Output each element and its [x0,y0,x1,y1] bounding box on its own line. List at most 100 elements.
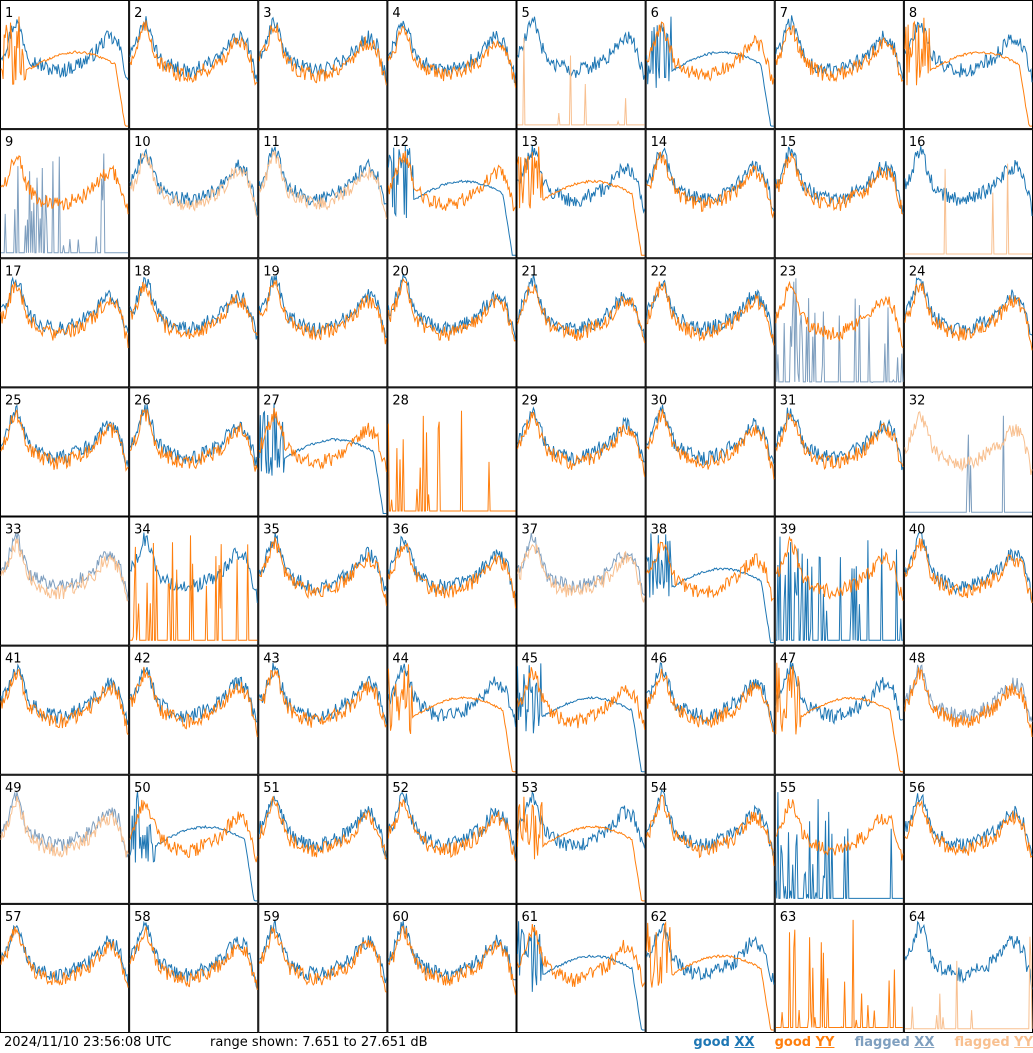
panel-frame [774,387,904,517]
panel-frame [0,516,130,646]
panel-label: 63 [780,910,797,925]
series-xx-good [129,532,258,603]
panel-label: 27 [263,393,280,408]
panel-label: 24 [909,264,926,279]
panel-label: 1 [5,6,13,21]
panel-label: 12 [392,135,409,150]
panel-1: 1 [0,0,130,130]
panel-frame [645,645,775,775]
panel-label: 56 [909,781,926,796]
panel-frame [645,0,775,130]
panel-label: 60 [392,910,409,925]
panel-label: 32 [909,393,926,408]
panel-22: 22 [645,258,775,388]
series-yy-good [904,17,1032,127]
panel-label: 42 [134,652,151,667]
series-yy-good [0,155,129,215]
panel-label: 48 [909,652,926,667]
series-yy-good [258,407,387,472]
panel-52: 52 [387,774,517,904]
panel-frame [903,774,1033,904]
panel-label: 29 [522,393,539,408]
series-xx-good [517,790,646,852]
panel-58: 58 [129,903,259,1033]
panel-label: 40 [909,523,926,538]
panel-36: 36 [387,516,517,646]
panel-27: 27 [258,387,388,517]
panel-55: 55 [774,774,904,904]
series-xx-good [129,791,258,902]
panel-60: 60 [387,903,517,1033]
series-xx-flagged [904,415,1032,513]
panel-frame [258,516,388,646]
series-yy-good [775,662,903,773]
panel-label: 25 [5,393,22,408]
series-yy-good [387,798,516,862]
panel-29: 29 [516,387,646,517]
panel-7: 7 [774,0,904,130]
panel-label: 16 [909,135,926,150]
panel-label: 4 [392,6,400,21]
series-xx-flagged [1,153,129,254]
panel-20: 20 [387,258,517,388]
panel-frame [387,903,517,1033]
panel-21: 21 [516,258,646,388]
panel-label: 36 [392,523,409,538]
footer: 2024/11/10 23:56:08 UTC range shown: 7.6… [0,1033,1033,1053]
series-yy-good [904,538,1033,604]
series-xx-good [387,663,516,727]
series-yy-good [130,535,258,641]
series-xx-good [646,922,775,985]
series-yy-good [387,150,516,212]
panel-frame [387,0,517,130]
series-yy-good [387,410,516,512]
panel-frame [774,903,904,1033]
series-xx-good [387,145,516,256]
panel-label: 18 [134,264,151,279]
panel-frame [645,774,775,904]
panel-39: 39 [774,516,904,646]
series-xx-good [646,279,775,346]
panel-8: 8 [903,0,1033,130]
series-yy-flagged [129,152,258,217]
series-xx-good [258,533,387,595]
panel-16: 16 [903,129,1033,259]
legend-flagged-yy: flagged YY [954,1035,1033,1050]
panel-19: 19 [258,258,388,388]
series-yy-good [904,282,1033,351]
panel-9: 9 [0,129,130,259]
series-yy-good [129,20,258,86]
panel-label: 64 [909,910,926,925]
series-yy-good [646,920,774,1031]
series-xx-flagged [775,278,904,383]
series-yy-good [0,926,129,988]
series-yy-good [904,667,1033,738]
panel-label: 9 [5,135,13,150]
series-xx-good [775,792,903,899]
panel-frame [129,645,259,775]
series-yy-good [0,669,129,735]
panel-label: 8 [909,6,917,21]
series-yy-good [0,281,129,349]
series-yy-flagged [904,410,1033,475]
panel-40: 40 [903,516,1033,646]
series-yy-flagged [0,538,129,602]
series-xx-flagged [904,664,1033,724]
panel-54: 54 [645,774,775,904]
panel-frame [258,645,388,775]
panel-frame [0,645,130,775]
panel-14: 14 [645,129,775,259]
panel-18: 18 [129,258,259,388]
panel-label: 52 [392,781,409,796]
panel-frame [0,258,130,388]
series-yy-good [258,24,387,86]
legend: good XX good YY flagged XX flagged YY [677,1033,1033,1053]
series-yy-good [517,796,645,902]
series-yy-good [775,280,904,349]
panel-30: 30 [645,387,775,517]
panel-24: 24 [903,258,1033,388]
panel-label: 15 [780,135,797,150]
panel-61: 61 [516,903,646,1033]
legend-good-xx: good XX [693,1035,755,1050]
panel-frame [516,258,646,388]
